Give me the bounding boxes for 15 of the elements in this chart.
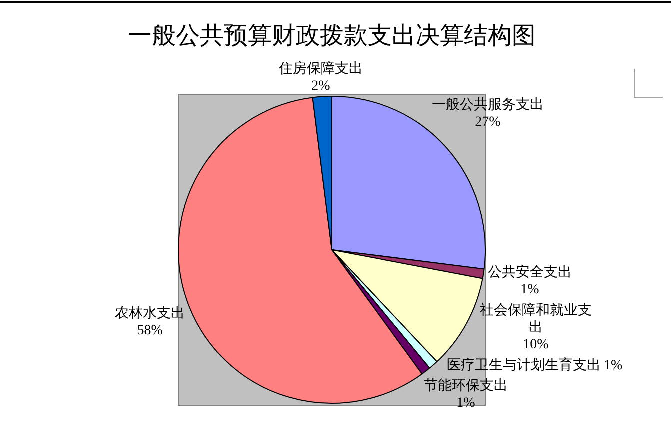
slice-label: 节能环保支出	[424, 378, 508, 394]
data-label: 58%	[137, 324, 164, 339]
slice-label: 一般公共服务支出	[432, 97, 544, 114]
data-label: 1%	[604, 358, 623, 374]
slice-label: 公共安全支出	[488, 264, 572, 281]
slice-label: 住房保障支出	[278, 61, 363, 78]
slice-label: 农林水支出	[115, 306, 186, 322]
chart-title: 一般公共预算财政拨款支出决算结构图	[128, 24, 536, 50]
slice-label: 医疗卫生与计划生育支出	[447, 356, 601, 374]
data-label: 2%	[312, 79, 331, 94]
data-label: 10%	[523, 337, 550, 352]
data-label: 1%	[520, 282, 540, 298]
data-label: 1%	[456, 396, 476, 412]
data-label: 27%	[475, 115, 502, 130]
slice-label: 社会保障和就业支出	[480, 302, 592, 336]
